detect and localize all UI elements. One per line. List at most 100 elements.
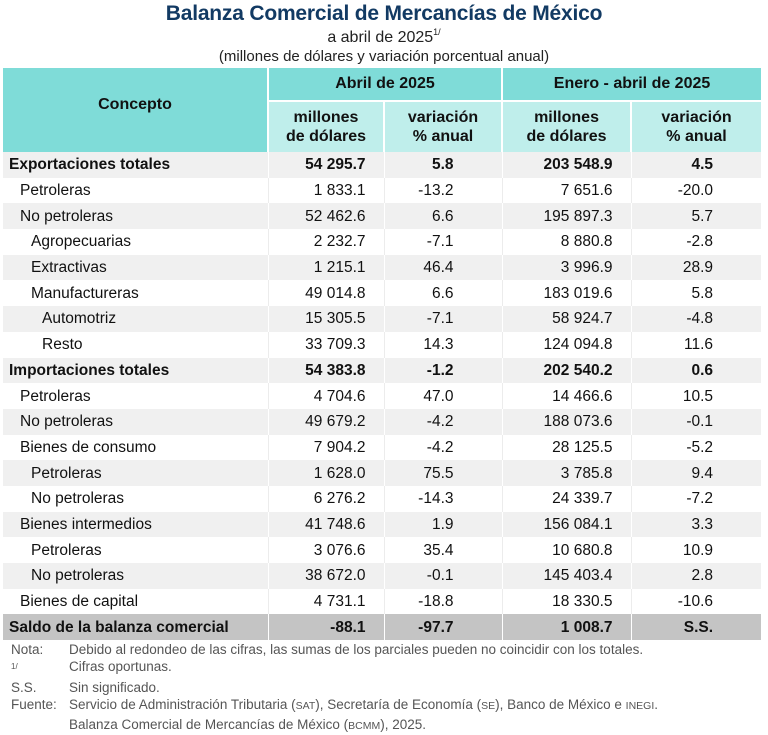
cell-value: 10 680.8 (502, 537, 632, 563)
cell-value: 5.8 (631, 280, 762, 307)
cell-value: 49 014.8 (268, 280, 385, 307)
table-row: Agropecuarias 2 232.7 -7.1 8 880.8 -2.8 (3, 229, 762, 255)
cell-value: 4 731.1 (268, 588, 385, 615)
cell-value: 35.4 (384, 537, 503, 563)
cell-value: 202 540.2 (502, 357, 632, 384)
cell-value: 8 880.8 (502, 229, 632, 255)
table-row: Petroleras 3 076.6 35.4 10 680.8 10.9 (3, 537, 762, 563)
footnote-marker: 1/ (433, 27, 441, 37)
row-label: Bienes de consumo (3, 434, 269, 461)
cell-value: 1 008.7 (502, 614, 632, 641)
note-source: Fuente: Servicio de Administración Tribu… (11, 696, 766, 735)
row-label: No petroleras (3, 563, 269, 589)
row-label: Petroleras (3, 460, 269, 486)
source-text: ), Secretaría de Economía ( (315, 697, 482, 713)
trade-balance-table: Concepto Abril de 2025 Enero - abril de … (3, 68, 762, 641)
cell-value: 3 785.8 (502, 460, 632, 486)
footnote-marker: 1/ (11, 662, 18, 672)
page-title: Balanza Comercial de Mercancías de Méxic… (165, 2, 603, 25)
cell-value: -7.1 (384, 306, 503, 332)
row-label: No petroleras (3, 203, 269, 230)
table-row: Petroleras 1 833.1 -13.2 7 651.6 -20.0 (3, 177, 762, 204)
header-line: % anual (412, 128, 474, 145)
table-row: Petroleras 4 704.6 47.0 14 466.6 10.5 (3, 383, 762, 409)
cell-value: 52 462.6 (268, 203, 385, 230)
row-label: Importaciones totales (3, 357, 269, 384)
header-line: de dólares (526, 128, 607, 145)
source-text: . (654, 697, 659, 713)
note-key: S.S. (11, 680, 37, 696)
cell-value: 124 094.8 (502, 331, 632, 358)
cell-value: -13.2 (384, 177, 503, 204)
cell-value: 24 339.7 (502, 485, 632, 512)
row-label: Petroleras (3, 383, 269, 409)
cell-value: 7 904.2 (268, 434, 385, 461)
cell-value: -4.8 (631, 306, 762, 332)
table-row: Importaciones totales 54 383.8 -1.2 202 540… (3, 357, 762, 384)
table-row: No petroleras 49 679.2 -4.2 188 073.6 -0.1 (3, 408, 762, 435)
header-line: millones (293, 109, 359, 126)
cell-value: 49 679.2 (268, 408, 385, 435)
note-key: Fuente: (11, 697, 57, 713)
table-row: Manufactureras 49 014.8 6.6 183 019.6 5.8 (3, 280, 762, 307)
table-row: Bienes de consumo 7 904.2 -4.2 28 125.5 -5.2 (3, 434, 762, 461)
row-label: Resto (3, 331, 269, 358)
cell-value: 6.6 (384, 280, 503, 307)
cell-value: 10.9 (631, 537, 762, 563)
header-line: de dólares (285, 128, 367, 145)
note-text: Cifras oportunas. (69, 659, 172, 675)
row-label: Exportaciones totales (3, 152, 269, 178)
table-row: Resto 33 709.3 14.3 124 094.8 11.6 (3, 331, 762, 358)
row-label: Extractivas (3, 254, 269, 281)
cell-value: 3 076.6 (268, 537, 385, 563)
cell-value: 28 125.5 (502, 434, 632, 461)
row-label: Bienes intermedios (3, 511, 269, 538)
source-text: Balanza Comercial de Mercancías de Méxic… (69, 716, 349, 732)
cell-value: -10.6 (631, 588, 762, 615)
cell-value: -97.7 (384, 614, 503, 641)
table-row: No petroleras 52 462.6 6.6 195 897.3 5.7 (3, 203, 762, 230)
cell-value: -0.1 (631, 408, 762, 435)
source-acronym: INEGI (625, 700, 655, 713)
cell-value: 11.6 (631, 331, 762, 358)
cell-value: 0.6 (631, 357, 762, 384)
subtitle-text: a abril de 2025 (327, 29, 434, 46)
cell-value: 5.8 (384, 152, 503, 178)
cell-value: 14.3 (384, 331, 503, 358)
cell-value: -2.8 (631, 229, 762, 255)
cell-value: 33 709.3 (268, 331, 385, 358)
cell-value: -7.1 (384, 229, 503, 255)
cell-value: 1.9 (384, 511, 503, 538)
cell-value: 10.5 (631, 383, 762, 409)
header-concepto: Concepto (3, 68, 269, 152)
note-ss: S.S. Sin significado. (11, 679, 766, 696)
cell-value: -4.2 (384, 434, 503, 461)
source-acronym: SAT (295, 700, 316, 713)
cell-value: -0.1 (384, 563, 503, 589)
cell-value: 4 704.6 (268, 383, 385, 409)
cell-value: 203 548.9 (502, 152, 632, 178)
source-text: Servicio de Administración Tributaria ( (69, 697, 296, 713)
cell-value: 6.6 (384, 203, 503, 230)
row-label: No petroleras (3, 408, 269, 435)
cell-value: 41 748.6 (268, 511, 385, 538)
row-label: Petroleras (3, 177, 269, 204)
table-row: No petroleras 6 276.2 -14.3 24 339.7 -7.2 (3, 485, 762, 512)
note-key: Nota: (11, 642, 44, 657)
cell-value: -14.3 (384, 485, 503, 512)
source-acronym: SE (481, 700, 496, 713)
cell-value: 58 924.7 (502, 306, 632, 332)
cell-value: 46.4 (384, 254, 503, 281)
note-key: 1/ (11, 658, 69, 679)
table-row: Bienes de capital 4 731.1 -18.8 18 330.5 -10… (3, 588, 762, 615)
cell-value: 18 330.5 (502, 588, 632, 615)
header-line: variación (661, 109, 732, 126)
table-row: Extractivas 1 215.1 46.4 3 996.9 28.9 (3, 254, 762, 281)
row-label: Petroleras (3, 537, 269, 563)
cell-value: 183 019.6 (502, 280, 632, 307)
header-jan-apr-var: variación % anual (631, 100, 762, 152)
note-text: Sin significado. (69, 680, 160, 696)
units-caption: (millones de dólares y variación porcent… (218, 48, 550, 65)
cell-value: 1 628.0 (268, 460, 385, 486)
source-text: ), 2025. (380, 716, 426, 732)
